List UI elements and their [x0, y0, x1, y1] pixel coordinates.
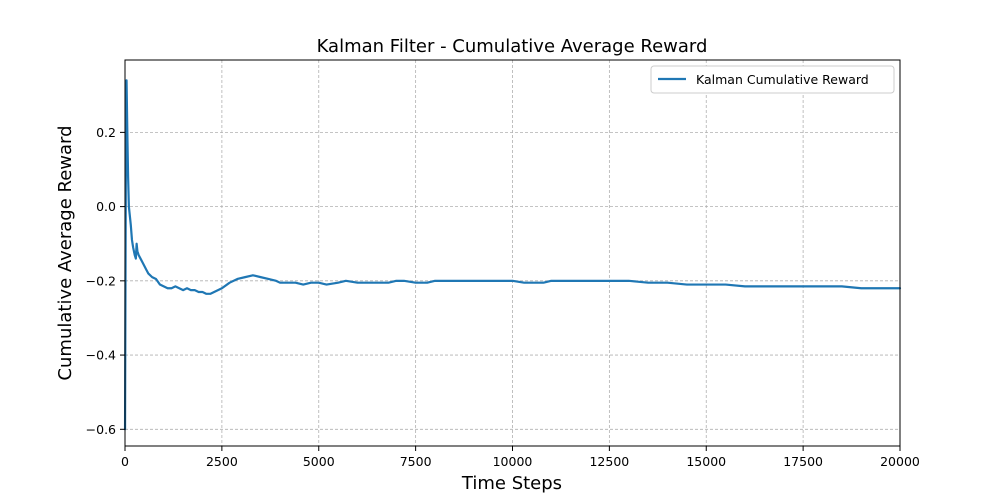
y-gridlines: [125, 131, 900, 430]
x-tick-label: 12500: [589, 454, 629, 469]
y-axis-title: Cumulative Average Reward: [55, 125, 76, 380]
y-tick-label: 0.2: [96, 125, 116, 140]
x-tick-label: 7500: [400, 454, 432, 469]
x-tick-label: 0: [121, 454, 129, 469]
x-axis-ticks: 0 2500 5000 7500 10000 12500 15000 17500 20000: [121, 446, 920, 469]
y-tick-label: −0.4: [86, 348, 116, 363]
x-tick-label: 17500: [783, 454, 823, 469]
plot-area: [123, 79, 902, 431]
y-tick-label: −0.2: [86, 273, 116, 288]
legend: Kalman Cumulative Reward: [650, 65, 895, 94]
x-tick-label: 20000: [880, 454, 920, 469]
legend-label-kalman-cumulative-reward: Kalman Cumulative Reward: [696, 72, 869, 87]
series-line-kalman-cumulative-reward: [123, 79, 902, 431]
y-tick-label: −0.6: [86, 422, 116, 437]
x-tick-label: 15000: [686, 454, 726, 469]
chart-title: Kalman Filter - Cumulative Average Rewar…: [317, 36, 708, 57]
x-tick-label: 2500: [206, 454, 238, 469]
x-tick-label: 10000: [493, 454, 533, 469]
y-axis-ticks: −0.6 −0.4 −0.2 0.0 0.2: [86, 125, 125, 437]
x-tick-label: 5000: [303, 454, 335, 469]
y-tick-label: 0.0: [96, 199, 116, 214]
x-axis-title: Time Steps: [461, 473, 562, 494]
legend-box: [650, 65, 895, 94]
